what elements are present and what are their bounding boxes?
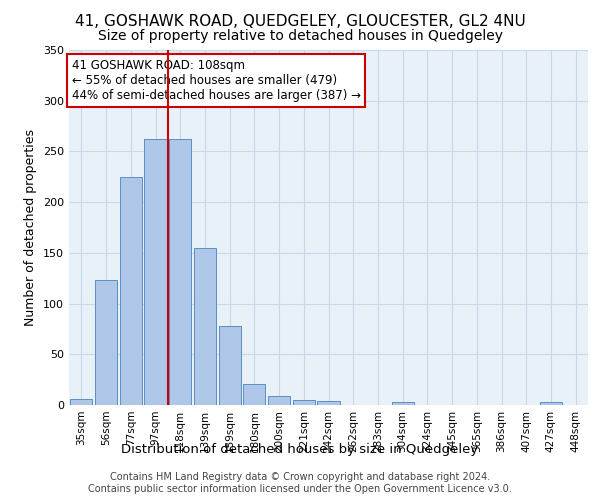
Bar bbox=[169, 140, 191, 405]
Bar bbox=[70, 399, 92, 405]
Bar bbox=[293, 400, 315, 405]
Bar bbox=[317, 401, 340, 405]
Bar bbox=[145, 140, 167, 405]
Bar bbox=[268, 396, 290, 405]
Text: 41, GOSHAWK ROAD, QUEDGELEY, GLOUCESTER, GL2 4NU: 41, GOSHAWK ROAD, QUEDGELEY, GLOUCESTER,… bbox=[74, 14, 526, 29]
Text: 41 GOSHAWK ROAD: 108sqm
← 55% of detached houses are smaller (479)
44% of semi-d: 41 GOSHAWK ROAD: 108sqm ← 55% of detache… bbox=[71, 59, 361, 102]
Y-axis label: Number of detached properties: Number of detached properties bbox=[25, 129, 37, 326]
Bar bbox=[95, 280, 117, 405]
Bar bbox=[218, 326, 241, 405]
Text: Contains HM Land Registry data © Crown copyright and database right 2024.
Contai: Contains HM Land Registry data © Crown c… bbox=[88, 472, 512, 494]
Text: Distribution of detached houses by size in Quedgeley: Distribution of detached houses by size … bbox=[121, 442, 479, 456]
Bar bbox=[540, 402, 562, 405]
Bar bbox=[392, 402, 414, 405]
Bar bbox=[194, 248, 216, 405]
Bar bbox=[119, 177, 142, 405]
Text: Size of property relative to detached houses in Quedgeley: Size of property relative to detached ho… bbox=[97, 29, 503, 43]
Bar bbox=[243, 384, 265, 405]
